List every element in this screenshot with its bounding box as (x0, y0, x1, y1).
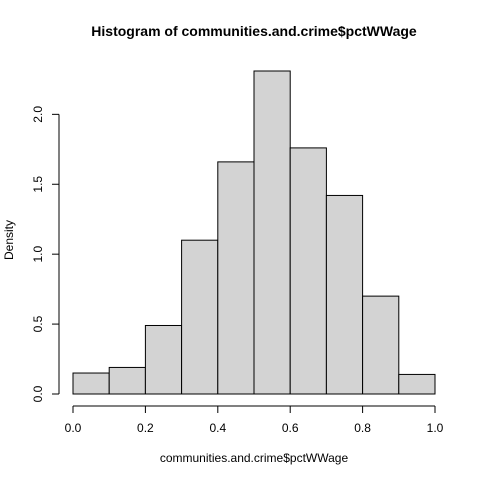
chart-title: Histogram of communities.and.crime$pctWW… (91, 23, 417, 39)
histogram-bar (72, 372, 110, 395)
histogram-bar (253, 70, 291, 395)
x-tick-label: 0.6 (282, 421, 299, 435)
x-axis-label: communities.and.crime$pctWWage (160, 451, 349, 465)
x-tick-label: 0.4 (209, 421, 226, 435)
y-tick-label: 0.5 (31, 315, 45, 332)
bars-group (72, 70, 436, 395)
x-tick-label: 0.8 (354, 421, 371, 435)
histogram-bar (362, 295, 400, 395)
histogram-bar (398, 373, 436, 395)
x-tick-label: 0.0 (65, 421, 82, 435)
x-tick-label: 1.0 (427, 421, 444, 435)
histogram-bar (217, 161, 255, 395)
y-tick-label: 1.5 (31, 176, 45, 193)
y-tick-label: 0.0 (31, 385, 45, 402)
histogram-bar (325, 194, 364, 395)
histogram-bar (108, 366, 146, 395)
x-tick-label: 0.2 (137, 421, 154, 435)
y-axis-label: Density (2, 220, 16, 260)
histogram-bar (144, 324, 183, 395)
y-tick-label: 1.0 (31, 246, 45, 263)
y-tick-label: 2.0 (31, 106, 45, 123)
histogram-bar (181, 239, 219, 395)
y-axis: 0.0 0.5 1.0 1.5 2.0 (31, 106, 60, 402)
x-axis: 0.0 0.2 0.4 0.6 0.8 1.0 (65, 405, 444, 435)
histogram-bar (289, 147, 327, 395)
